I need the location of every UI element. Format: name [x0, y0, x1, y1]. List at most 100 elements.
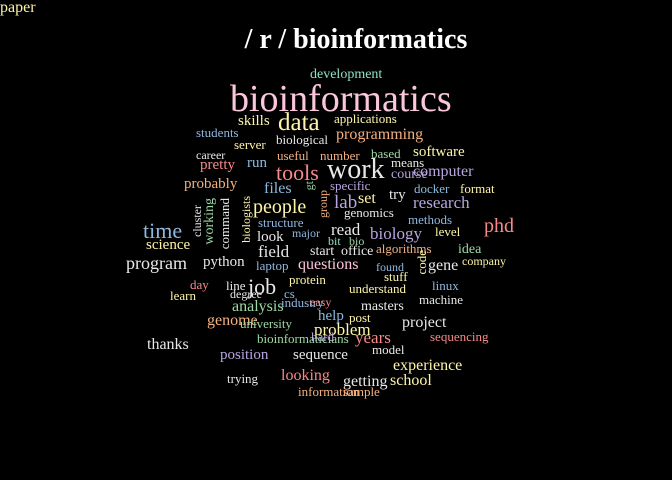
- cloud-word: files: [264, 180, 292, 197]
- cloud-word: sequencing: [430, 329, 489, 344]
- cloud-word: bioinformatics: [230, 78, 452, 120]
- cloud-word: useful: [277, 148, 309, 163]
- cloud-word: code: [414, 250, 429, 275]
- cloud-word: bio: [349, 234, 365, 248]
- cloud-word: biology: [370, 224, 422, 243]
- cloud-word: help: [318, 308, 344, 324]
- cloud-word: project: [402, 314, 447, 331]
- cloud-word: stuff: [384, 269, 408, 284]
- cloud-word: hard: [311, 329, 335, 344]
- cloud-word: paper: [0, 0, 36, 16]
- cloud-word: sequence: [293, 347, 348, 363]
- cloud-word: genome: [207, 312, 258, 329]
- cloud-word: time: [143, 218, 183, 243]
- cloud-word: day: [190, 277, 209, 292]
- cloud-word: program: [126, 253, 187, 273]
- cloud-word: biologists: [239, 196, 253, 243]
- cloud-word: lab: [334, 192, 358, 213]
- cloud-word: python: [203, 254, 245, 270]
- cloud-word: software: [413, 144, 465, 160]
- cloud-word: group: [316, 190, 330, 218]
- cloud-word: tools: [276, 160, 319, 185]
- cloud-word: machine: [419, 292, 464, 307]
- cloud-word: working: [202, 198, 217, 245]
- cloud-word: structure: [258, 215, 304, 230]
- cloud-word: algorithms: [376, 241, 432, 256]
- cloud-word: applications: [334, 111, 397, 126]
- cloud-word: linux: [432, 278, 459, 293]
- cloud-word: job: [248, 274, 277, 299]
- cloud-word: based: [371, 146, 401, 161]
- cloud-word: analysis: [232, 298, 284, 315]
- page-title: / r / bioinformatics: [244, 24, 468, 55]
- cloud-word: means: [391, 155, 425, 170]
- cloud-word: programming: [336, 126, 424, 143]
- cloud-word: start: [310, 244, 335, 259]
- cloud-word: idea: [458, 242, 482, 257]
- cloud-word: course: [391, 167, 428, 182]
- cloud-word: career: [196, 148, 226, 162]
- cloud-word: gene: [428, 257, 459, 274]
- cloud-word: sample: [343, 384, 380, 399]
- cloud-word: cs: [284, 286, 295, 301]
- cloud-word: years: [355, 328, 391, 347]
- cloud-word: probably: [184, 176, 238, 192]
- cloud-word: position: [220, 347, 269, 363]
- cloud-word: thanks: [147, 336, 189, 353]
- cloud-word: bit: [328, 234, 341, 248]
- cloud-word: looking: [281, 367, 330, 384]
- cloud-word: university: [240, 316, 292, 331]
- cloud-word: skills: [238, 113, 270, 129]
- cloud-word: specific: [330, 178, 371, 193]
- cloud-word: try: [389, 187, 406, 203]
- cloud-word: docker: [414, 181, 450, 196]
- cloud-word: development: [310, 67, 383, 82]
- cloud-word: model: [372, 342, 405, 357]
- cloud-word: understand: [349, 281, 407, 296]
- cloud-word: students: [196, 125, 239, 140]
- cloud-word: easy: [310, 295, 332, 309]
- cloud-word: major: [292, 226, 320, 240]
- cloud-word: degree: [230, 287, 262, 301]
- cloud-word: laptop: [256, 258, 289, 273]
- cloud-word: found: [376, 260, 404, 274]
- cloud-word: computer: [413, 163, 474, 180]
- cloud-word: phd: [484, 215, 514, 237]
- cloud-word: getting: [343, 373, 388, 390]
- cloud-word: work: [327, 154, 385, 185]
- cloud-word: look: [257, 229, 284, 245]
- cloud-word: data: [278, 109, 320, 136]
- cloud-word: format: [460, 181, 495, 196]
- cloud-word: people: [253, 196, 307, 218]
- cloud-word: pretty: [200, 157, 235, 173]
- cloud-word: field: [258, 242, 290, 261]
- cloud-word: learn: [170, 288, 196, 303]
- cloud-word: information: [298, 384, 360, 399]
- cloud-word: post: [349, 310, 371, 325]
- cloud-word: company: [462, 254, 506, 268]
- cloud-word: questions: [298, 256, 359, 273]
- cloud-word: server: [234, 137, 266, 152]
- cloud-word: school: [390, 372, 432, 389]
- cloud-word: set: [358, 190, 376, 207]
- cloud-word: read: [331, 220, 361, 239]
- cloud-word: science: [146, 237, 191, 253]
- cloud-word: experience: [393, 357, 463, 374]
- cloud-word: methods: [408, 212, 453, 227]
- cloud-word: industry: [281, 295, 324, 310]
- cloud-word: level: [435, 224, 461, 239]
- cloud-word: protein: [289, 272, 326, 287]
- cloud-word: office: [341, 244, 374, 259]
- cloud-word: trying: [227, 371, 259, 386]
- cloud-word: research: [413, 193, 470, 212]
- cloud-word: number: [320, 148, 360, 163]
- cloud-word: genomics: [344, 205, 394, 220]
- cloud-word: bioinformaticians: [257, 331, 349, 346]
- cloud-word: command: [217, 198, 232, 250]
- cloud-word: line: [226, 278, 246, 293]
- cloud-word: problem: [314, 320, 371, 339]
- cloud-word: masters: [361, 299, 404, 314]
- cloud-word: run: [247, 155, 267, 171]
- cloud-word: biological: [276, 132, 328, 147]
